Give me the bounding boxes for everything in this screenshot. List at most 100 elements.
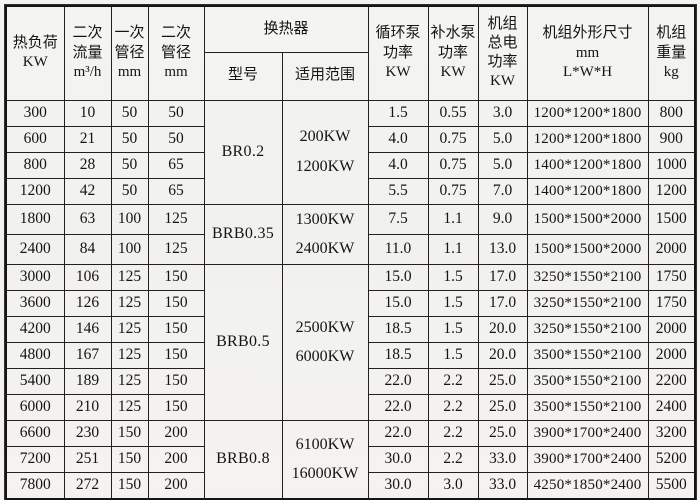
cell-circulation-pump-power: 1.5	[367, 99, 429, 127]
header-applicable-range: 适用范围	[281, 51, 369, 101]
cell-makeup-pump-power: 0.75	[427, 177, 479, 205]
cell-secondary-flow: 167	[63, 341, 112, 369]
cell-unit-dimensions: 3500*1550*2100	[526, 367, 649, 395]
cell-primary-pipe: 50	[110, 177, 149, 205]
cell-secondary-flow: 21	[63, 125, 112, 153]
cell-unit-total-power: 9.0	[477, 203, 528, 235]
cell-unit-total-power: 7.0	[477, 177, 528, 205]
header-heat-load: 热负荷 KW	[5, 5, 65, 101]
cell-primary-pipe: 50	[110, 99, 149, 127]
cell-heat-load: 1200	[5, 177, 65, 205]
cell-unit-total-power: 3.0	[477, 99, 528, 127]
cell-unit-total-power: 33.0	[477, 445, 528, 473]
table-row: 5400 189 125 150 22.0 2.2 25.0 3500*1550…	[5, 367, 696, 395]
cell-circulation-pump-power: 22.0	[367, 419, 429, 447]
cell-makeup-pump-power: 2.2	[427, 445, 479, 473]
cell-unit-weight: 2000	[647, 341, 696, 369]
cell-unit-dimensions: 1500*1500*2000	[526, 233, 649, 265]
cell-unit-dimensions: 3500*1550*2100	[526, 341, 649, 369]
cell-secondary-flow: 63	[63, 203, 112, 235]
cell-makeup-pump-power: 1.1	[427, 233, 479, 265]
table-row: 7200 251 150 200 30.0 2.2 33.0 3900*1700…	[5, 445, 696, 473]
cell-unit-total-power: 17.0	[477, 263, 528, 291]
cell-unit-total-power: 20.0	[477, 341, 528, 369]
cell-makeup-pump-power: 1.5	[427, 341, 479, 369]
heat-exchanger-unit-spec-table: 热负荷 KW 二次 流量 m³/h 一次 管径 mm 二次 管径 mm 换热器 …	[5, 5, 697, 500]
header-makeup-pump-power: 补水泵 功率 KW	[427, 5, 479, 101]
cell-secondary-flow: 10	[63, 99, 112, 127]
table-row: 6600 230 150 200 BRB0.8 6100KW 16000KW 2…	[5, 419, 696, 500]
cell-secondary-pipe: 200	[147, 419, 205, 447]
table-row: 4800 167 125 150 18.5 1.5 20.0 3500*1550…	[5, 341, 696, 369]
cell-makeup-pump-power: 1.1	[427, 203, 479, 235]
header-secondary-pipe-diameter: 二次 管径 mm	[147, 5, 205, 101]
cell-heat-load: 4200	[5, 315, 65, 343]
cell-makeup-pump-power: 2.2	[427, 393, 479, 421]
cell-circulation-pump-power: 15.0	[367, 263, 429, 291]
header-unit-dimensions: 机组外形尺寸 mm L*W*H	[526, 5, 649, 101]
cell-primary-pipe: 150	[110, 419, 149, 447]
cell-unit-weight: 900	[647, 125, 696, 153]
cell-circulation-pump-power: 30.0	[367, 471, 429, 500]
cell-unit-weight: 1200	[647, 177, 696, 205]
cell-primary-pipe: 150	[110, 445, 149, 473]
header-circulation-pump-power: 循环泵 功率 KW	[367, 5, 429, 101]
cell-primary-pipe: 125	[110, 393, 149, 421]
cell-unit-total-power: 33.0	[477, 471, 528, 500]
table-row: 800 28 50 65 4.0 0.75 5.0 1400*1200*1800…	[5, 151, 696, 179]
cell-secondary-flow: 189	[63, 367, 112, 395]
header-unit-weight: 机组 重量 kg	[647, 5, 696, 101]
cell-unit-total-power: 5.0	[477, 151, 528, 179]
header-heat-exchanger-group: 换热器	[203, 5, 369, 53]
table-row: 1800 63 100 125 BRB0.35 1300KW 2400KW 7.…	[5, 203, 696, 265]
cell-secondary-flow: 210	[63, 393, 112, 421]
cell-heat-load: 2400	[5, 233, 65, 265]
cell-unit-dimensions: 1200*1200*1800	[526, 99, 649, 127]
cell-unit-total-power: 17.0	[477, 289, 528, 317]
cell-model: BR0.2	[203, 99, 283, 205]
cell-unit-weight: 5500	[647, 471, 696, 500]
cell-unit-dimensions: 1400*1200*1800	[526, 151, 649, 179]
cell-unit-weight: 2000	[647, 233, 696, 265]
cell-heat-load: 600	[5, 125, 65, 153]
cell-heat-load: 6600	[5, 419, 65, 447]
cell-secondary-pipe: 125	[147, 233, 205, 265]
cell-applicable-range: 1300KW 2400KW	[281, 203, 369, 265]
cell-unit-dimensions: 3500*1550*2100	[526, 393, 649, 421]
cell-unit-weight: 2000	[647, 315, 696, 343]
cell-makeup-pump-power: 0.75	[427, 151, 479, 179]
table-row: 300 10 50 50 BR0.2 200KW 1200KW 1.5 0.55…	[5, 99, 696, 205]
cell-primary-pipe: 125	[110, 367, 149, 395]
header-model: 型号	[203, 51, 283, 101]
cell-secondary-pipe: 200	[147, 445, 205, 473]
cell-primary-pipe: 125	[110, 315, 149, 343]
cell-secondary-flow: 251	[63, 445, 112, 473]
cell-primary-pipe: 125	[110, 289, 149, 317]
cell-unit-weight: 3200	[647, 419, 696, 447]
cell-secondary-flow: 84	[63, 233, 112, 265]
cell-heat-load: 3600	[5, 289, 65, 317]
table-row: 4200 146 125 150 18.5 1.5 20.0 3250*1550…	[5, 315, 696, 343]
cell-secondary-pipe: 150	[147, 315, 205, 343]
cell-heat-load: 6000	[5, 393, 65, 421]
table-row: 3000 106 125 150 BRB0.5 2500KW 6000KW 15…	[5, 263, 696, 421]
cell-heat-load: 7800	[5, 471, 65, 500]
header-secondary-flow: 二次 流量 m³/h	[63, 5, 112, 101]
table-row: 600 21 50 50 4.0 0.75 5.0 1200*1200*1800…	[5, 125, 696, 153]
header-primary-pipe-diameter: 一次 管径 mm	[110, 5, 149, 101]
cell-secondary-pipe: 150	[147, 289, 205, 317]
cell-primary-pipe: 50	[110, 151, 149, 179]
cell-secondary-pipe: 150	[147, 393, 205, 421]
cell-makeup-pump-power: 1.5	[427, 289, 479, 317]
cell-heat-load: 4800	[5, 341, 65, 369]
cell-secondary-pipe: 150	[147, 341, 205, 369]
cell-unit-total-power: 25.0	[477, 419, 528, 447]
cell-secondary-flow: 42	[63, 177, 112, 205]
cell-unit-weight: 1750	[647, 289, 696, 317]
cell-applicable-range: 2500KW 6000KW	[281, 263, 369, 421]
cell-secondary-pipe: 200	[147, 471, 205, 500]
cell-unit-total-power: 5.0	[477, 125, 528, 153]
cell-primary-pipe: 100	[110, 203, 149, 235]
cell-circulation-pump-power: 7.5	[367, 203, 429, 235]
